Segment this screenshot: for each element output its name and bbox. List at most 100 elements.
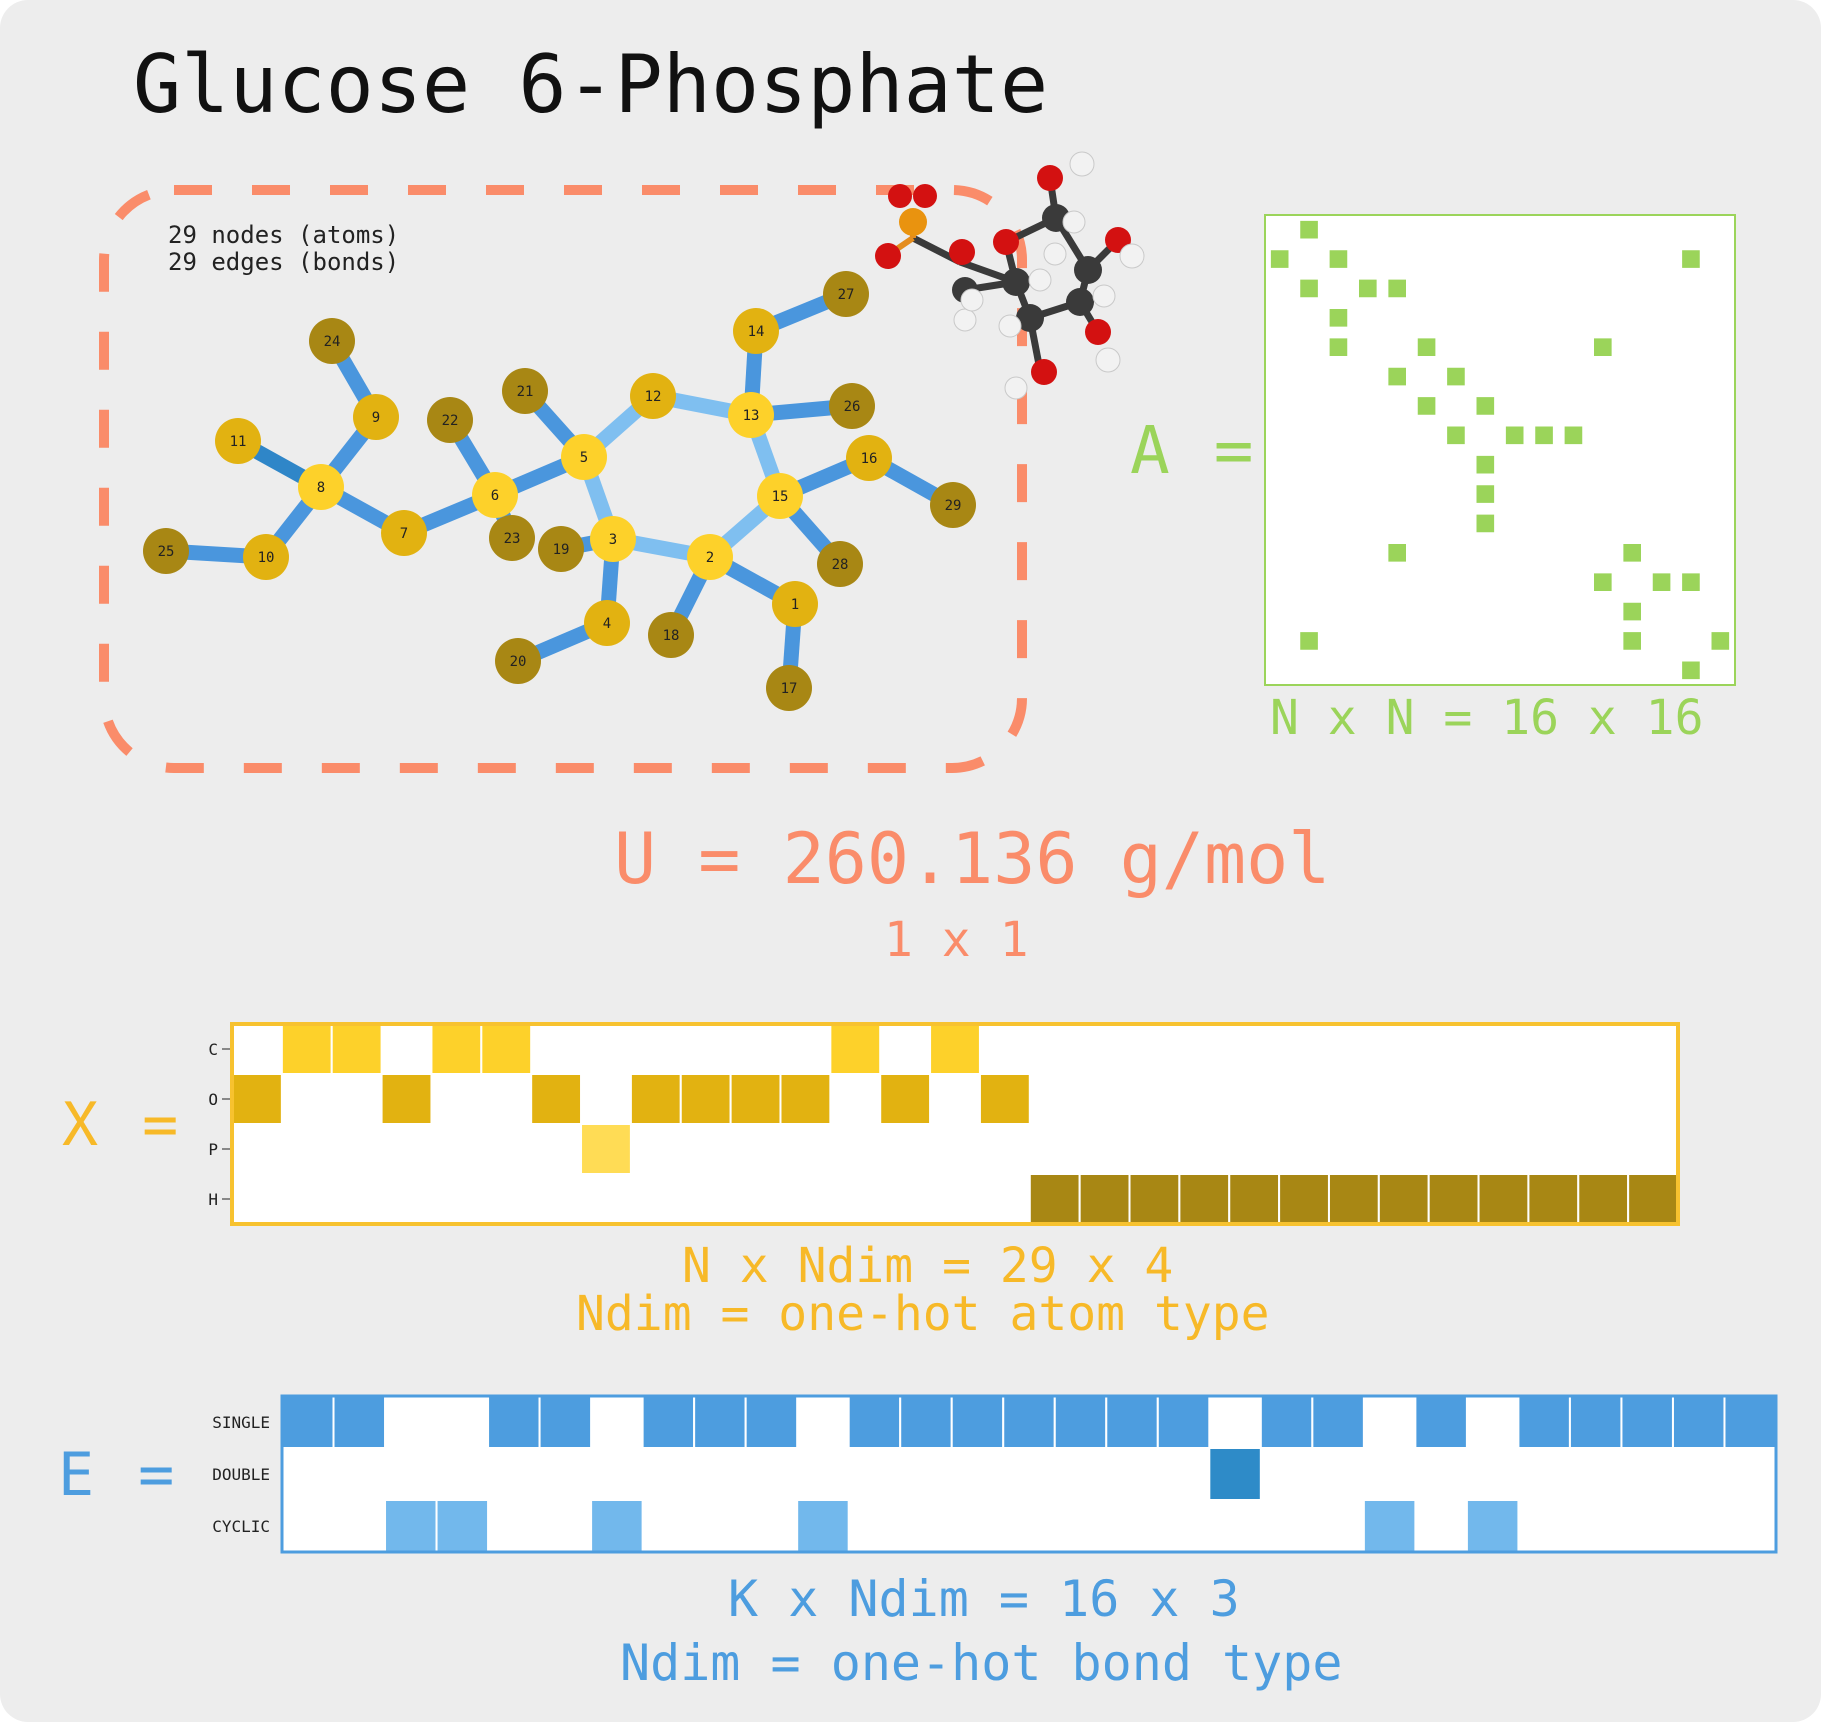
atom-node-label: 15 xyxy=(772,489,789,505)
adjacency-cell xyxy=(1329,338,1348,356)
atom-node-11: 11 xyxy=(215,418,261,464)
adjacency-cell xyxy=(1329,309,1348,327)
e-cell-4 xyxy=(435,1499,490,1553)
adjacency-cell xyxy=(1388,367,1406,386)
x-equals: = xyxy=(142,1090,179,1160)
adjacency-cell xyxy=(1535,426,1553,445)
x-cell-5 xyxy=(430,1023,483,1075)
e-cell-17 xyxy=(1105,1395,1159,1449)
e-symbol-letter: E xyxy=(58,1440,95,1510)
x-cell-12 xyxy=(779,1073,832,1125)
graph-counts: 29 nodes (atoms) 29 edges (bonds) xyxy=(168,222,399,276)
nodes-layer: 1234567891011121314151617181920212223242… xyxy=(143,271,976,711)
adjacency-cell xyxy=(1270,250,1289,268)
x-cell-29 xyxy=(1627,1173,1680,1225)
x-symbol-letter: X xyxy=(62,1090,99,1160)
atom-node-label: 14 xyxy=(748,324,765,340)
atom-node-26: 26 xyxy=(829,383,875,429)
adjacency-cell xyxy=(1594,338,1612,356)
e-cell-14 xyxy=(950,1395,1005,1449)
e-equals: = xyxy=(138,1440,175,1510)
e-cell-11 xyxy=(796,1499,850,1553)
atom-node-12: 12 xyxy=(630,373,676,419)
adjacency-cell xyxy=(1476,485,1495,503)
adjacency-cell xyxy=(1447,367,1465,386)
x-cell-4 xyxy=(380,1073,433,1125)
adjacency-cell xyxy=(1476,455,1495,474)
adjacency-cell xyxy=(1300,279,1318,298)
e-cell-12 xyxy=(847,1395,902,1449)
x-cell-25 xyxy=(1427,1173,1480,1225)
e-dim-label: K x Ndim = 16 x 3 xyxy=(728,1570,1240,1628)
atom-node-25: 25 xyxy=(143,528,189,574)
x-cell-13 xyxy=(829,1023,882,1075)
atom-node-label: 12 xyxy=(645,389,662,405)
x-cell-2 xyxy=(280,1023,333,1075)
e-cell-6 xyxy=(538,1395,593,1449)
e-cell-26 xyxy=(1568,1395,1623,1449)
x-cell-24 xyxy=(1377,1173,1430,1225)
atom-node-label: 25 xyxy=(158,544,175,560)
atom-node-label: 6 xyxy=(491,488,499,504)
e-cell-5 xyxy=(487,1395,541,1449)
e-cell-10 xyxy=(744,1395,799,1449)
atom-node-2: 2 xyxy=(687,534,733,580)
edge-feature-matrix: SINGLE DOUBLE CYCLIC xyxy=(212,1394,1778,1554)
e-cell-19 xyxy=(1208,1447,1262,1501)
e-cell-15 xyxy=(1002,1395,1056,1449)
atom-node-label: 13 xyxy=(743,408,760,424)
adjacency-cell xyxy=(1447,426,1465,445)
atom-node-20: 20 xyxy=(495,638,541,684)
atom-node-19: 19 xyxy=(538,526,584,572)
x-frame xyxy=(230,1022,1680,1226)
x-cell-19 xyxy=(1128,1173,1181,1225)
adjacency-cell xyxy=(1623,602,1641,621)
atom-node-21: 21 xyxy=(502,368,548,414)
nodes-count-text: 29 nodes (atoms) xyxy=(168,221,400,249)
x-symbol: X = xyxy=(62,1090,178,1160)
adjacency-cell xyxy=(1623,544,1641,562)
adjacency-cell xyxy=(1417,338,1436,356)
adjacency-cell xyxy=(1682,573,1700,591)
edges-count-text: 29 edges (bonds) xyxy=(168,248,400,276)
atom-node-label: 11 xyxy=(230,434,247,450)
x-cell-7 xyxy=(530,1073,583,1125)
molecular-weight-formula: U = 260.136 g/mol xyxy=(614,818,1331,900)
atom-node-24: 24 xyxy=(309,318,355,364)
atom-node-label: 2 xyxy=(706,550,714,566)
graph-dashed-frame xyxy=(99,185,1027,773)
x-cell-9 xyxy=(629,1073,682,1125)
e-cell-27 xyxy=(1620,1395,1674,1449)
atom-node-label: 28 xyxy=(832,557,849,573)
adjacency-cell xyxy=(1652,573,1671,591)
x-row-label-H: H xyxy=(208,1190,218,1209)
atom-node-label: 27 xyxy=(838,287,855,303)
atom-node-label: 3 xyxy=(609,532,617,548)
e-cell-8 xyxy=(641,1395,696,1449)
adjacency-cell xyxy=(1711,632,1730,650)
atom-node-17: 17 xyxy=(766,665,812,711)
x-row-label-O: O xyxy=(208,1090,218,1109)
x-cell-15 xyxy=(929,1023,981,1075)
e-cell-25 xyxy=(1517,1395,1571,1449)
x-dim-label: N x Ndim = 29 x 4 xyxy=(682,1238,1174,1294)
atom-node-label: 1 xyxy=(791,597,799,613)
adjacency-cell xyxy=(1682,250,1700,268)
atom-node-27: 27 xyxy=(823,271,869,317)
atom-node-16: 16 xyxy=(846,435,892,481)
x-cell-21 xyxy=(1228,1173,1281,1225)
adjacency-cell xyxy=(1359,279,1377,298)
x-cell-23 xyxy=(1327,1173,1380,1225)
atom-node-label: 23 xyxy=(504,531,521,547)
atom-node-label: 29 xyxy=(945,498,962,514)
x-cell-16 xyxy=(978,1073,1031,1125)
atom-node-1: 1 xyxy=(772,581,818,627)
x-cell-26 xyxy=(1477,1173,1530,1225)
atom-node-5: 5 xyxy=(561,434,607,480)
e-cell-18 xyxy=(1156,1395,1211,1449)
x-cell-20 xyxy=(1178,1173,1231,1225)
node-feature-matrix: C O P H xyxy=(208,1022,1680,1226)
e-cell-28 xyxy=(1671,1395,1726,1449)
atom-node-label: 5 xyxy=(580,450,588,466)
e-cell-3 xyxy=(384,1499,438,1553)
